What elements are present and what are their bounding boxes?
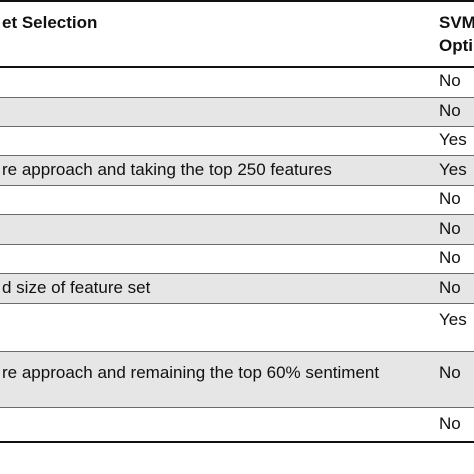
header-svm-line1: SVM [439,13,474,32]
row-divider [0,244,474,245]
row-shade [0,155,474,185]
feature-selection-cell: d size of feature set [2,278,151,297]
row-shade [0,273,474,303]
table-header: et Selection SVM Opti [0,0,474,62]
header-svm-line2: Opti [439,36,473,55]
header-rule [0,66,474,68]
svm-cell: No [439,414,461,433]
svm-cell: Yes [439,310,467,329]
row-divider [0,303,474,304]
top-rule [0,0,474,2]
svm-cell: No [439,248,461,267]
row-divider [0,214,474,215]
feature-selection-cell: re approach and remaining the top 60% se… [2,363,380,382]
feature-selection-cell: re approach and taking the top 250 featu… [2,160,332,179]
svm-cell: No [439,363,461,382]
svm-cell: No [439,101,461,120]
svm-cell: No [439,219,461,238]
svm-cell: Yes [439,130,467,149]
row-divider [0,351,474,352]
svm-cell: Yes [439,160,467,179]
row-divider [0,155,474,156]
svm-cell: No [439,189,461,208]
svm-cell: No [439,278,461,297]
row-shade [0,97,474,126]
row-divider [0,126,474,127]
bottom-rule [0,441,474,443]
row-shade [0,351,474,407]
row-shade [0,214,474,244]
row-divider [0,185,474,186]
row-divider [0,97,474,98]
header-feature-set-selection: et Selection [2,13,98,32]
row-divider [0,407,474,408]
svm-cell: No [439,71,461,90]
row-divider [0,273,474,274]
